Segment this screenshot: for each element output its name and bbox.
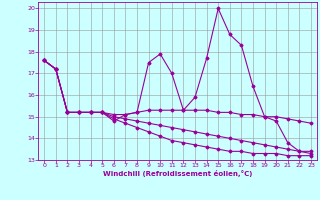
X-axis label: Windchill (Refroidissement éolien,°C): Windchill (Refroidissement éolien,°C) <box>103 170 252 177</box>
